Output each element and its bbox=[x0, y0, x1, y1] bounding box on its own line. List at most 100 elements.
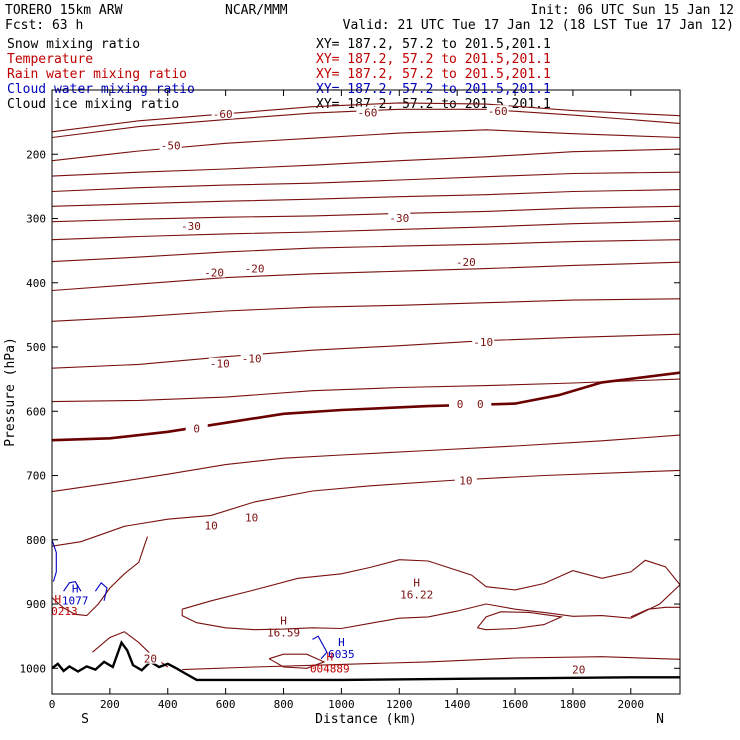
isotherm-label-bg bbox=[388, 211, 411, 223]
isotherm-label: 10 bbox=[245, 511, 258, 524]
chart-header: TORERO 15km ARW NCAR/MMM Init: 06 UTC Su… bbox=[5, 3, 734, 33]
x-tick-label: 1000 bbox=[328, 698, 355, 711]
isotherm-line bbox=[52, 108, 680, 139]
isotherm-line bbox=[52, 171, 680, 193]
isotherm-label: -10 bbox=[210, 358, 230, 371]
cloud-contour bbox=[312, 635, 328, 660]
x-tick-label: 1600 bbox=[502, 698, 529, 711]
y-axis-label: Pressure (hPa) bbox=[3, 337, 18, 447]
y-tick-label: 300 bbox=[26, 213, 46, 226]
isotherm-label-bg bbox=[454, 256, 477, 268]
isotherm-label: -20 bbox=[456, 256, 476, 269]
contour-cell bbox=[630, 606, 680, 618]
legend-label: Rain water mixing ratio bbox=[7, 67, 187, 82]
isotherm-line bbox=[52, 148, 680, 177]
extremum-mark: H bbox=[327, 651, 334, 664]
isotherm-label-bg bbox=[211, 107, 234, 119]
extremum-mark: H bbox=[280, 615, 287, 628]
isotherm-line bbox=[52, 378, 680, 403]
y-tick-label: 700 bbox=[26, 470, 46, 483]
isotherm-line bbox=[52, 129, 680, 162]
x-tick-label: 0 bbox=[49, 698, 56, 711]
isotherm-label: -50 bbox=[161, 139, 181, 152]
x-tick-label: 1200 bbox=[386, 698, 413, 711]
legend-label: Cloud ice mixing ratio bbox=[7, 97, 179, 112]
cloud-contour bbox=[52, 539, 57, 582]
isotherm-label-bg bbox=[185, 422, 208, 434]
isotherm-label-bg bbox=[179, 220, 202, 232]
isotherm-line bbox=[52, 189, 680, 207]
y-tick-label: 500 bbox=[26, 341, 46, 354]
isotherm-label: -20 bbox=[245, 263, 265, 276]
x-tick-label: 1800 bbox=[560, 698, 587, 711]
isotherm-label: -60 bbox=[488, 105, 508, 118]
isotherm-label: 20 bbox=[144, 653, 157, 666]
extremum-value: 16.22 bbox=[400, 589, 433, 602]
contour-cell bbox=[268, 653, 326, 669]
isotherm-line bbox=[52, 469, 680, 547]
isotherm-label-bg bbox=[472, 335, 495, 347]
y-tick-label: 1000 bbox=[20, 662, 47, 675]
isotherm-label-bg bbox=[356, 106, 379, 118]
isotherm-label: -60 bbox=[358, 106, 378, 119]
isotherm-label: 0 bbox=[193, 423, 200, 436]
extremum-mark: H bbox=[72, 582, 79, 595]
legend: Snow mixing ratio XY= 187.2, 57.2 to 201.… bbox=[7, 37, 551, 112]
init-time: Init: 06 UTC Sun 15 Jan 12 bbox=[531, 3, 735, 18]
terrain-line bbox=[52, 640, 680, 682]
legend-label: Temperature bbox=[7, 52, 93, 67]
isotherm-line bbox=[52, 239, 680, 263]
x-tick-label: 1400 bbox=[444, 698, 471, 711]
isotherm-label-bg bbox=[200, 519, 223, 531]
forecast-hour: Fcst: 63 h bbox=[5, 18, 83, 33]
isotherm-line bbox=[52, 261, 680, 292]
plot-content: -60 -60 -60-50-30-30-20 -20 -20-10 -10-1000 01… bbox=[38, 102, 680, 682]
isotherm-label: -10 bbox=[242, 353, 262, 366]
isotherm-line bbox=[52, 371, 680, 442]
center-name: NCAR/MMM bbox=[225, 3, 288, 18]
isotherm-label: 0 bbox=[457, 398, 464, 411]
isotherm-label-bg bbox=[567, 663, 590, 675]
isotherm-line bbox=[52, 220, 680, 241]
x-end-label-north: N bbox=[656, 712, 664, 727]
x-tick-label: 800 bbox=[274, 698, 294, 711]
isotherm-label-bg bbox=[486, 105, 509, 117]
isotherm-label-bg bbox=[454, 474, 477, 486]
y-tick-label: 200 bbox=[26, 148, 46, 161]
isotherm-label-bg bbox=[203, 266, 226, 278]
isotherm-label: -30 bbox=[389, 212, 409, 225]
isotherm-label-bg bbox=[469, 398, 492, 410]
isotherm-label: -30 bbox=[181, 220, 201, 233]
extremum-value: 000213 bbox=[38, 605, 78, 618]
legend-label: Snow mixing ratio bbox=[7, 37, 140, 52]
x-tick-label: 200 bbox=[100, 698, 120, 711]
legend-range: XY= 187.2, 57.2 to 201.5,201.1 bbox=[316, 52, 551, 67]
x-axis-label: Distance (km) bbox=[315, 712, 417, 727]
y-tick-label: 600 bbox=[26, 405, 46, 418]
extremum-mark: H bbox=[338, 636, 345, 649]
extremum-value: 1077 bbox=[62, 594, 89, 607]
isotherm-label-bg bbox=[240, 352, 263, 364]
cloud-contour bbox=[63, 580, 82, 592]
isotherm-label: 0 bbox=[477, 398, 484, 411]
extremum-value: 6035 bbox=[328, 648, 355, 661]
plot-area: -60 -60 -60-50-30-30-20 -20 -20-10 -10-1000 01… bbox=[38, 102, 680, 682]
y-tick-label: 800 bbox=[26, 534, 46, 547]
cloud-contour bbox=[94, 581, 108, 601]
plot-frame bbox=[51, 89, 681, 695]
valid-time: Valid: 21 UTC Tue 17 Jan 12 (18 LST Tue … bbox=[343, 18, 734, 33]
isotherm-label: 10 bbox=[459, 475, 472, 488]
isotherm-line bbox=[182, 656, 680, 671]
x-end-label-south: S bbox=[81, 712, 89, 727]
legend-range: XY= 187.2, 57.2 to 201.5,201.1 bbox=[316, 67, 551, 82]
isotherm-line bbox=[52, 205, 680, 223]
isotherm-line bbox=[52, 333, 680, 369]
isotherm-label-bg bbox=[159, 139, 182, 151]
y-tick-label: 400 bbox=[26, 277, 46, 290]
isotherm-label-bg bbox=[208, 357, 231, 369]
isotherm-line bbox=[52, 298, 680, 322]
isotherm-line bbox=[52, 102, 680, 133]
isotherm-label-bg bbox=[449, 398, 472, 410]
isotherm-label: -20 bbox=[204, 266, 224, 279]
